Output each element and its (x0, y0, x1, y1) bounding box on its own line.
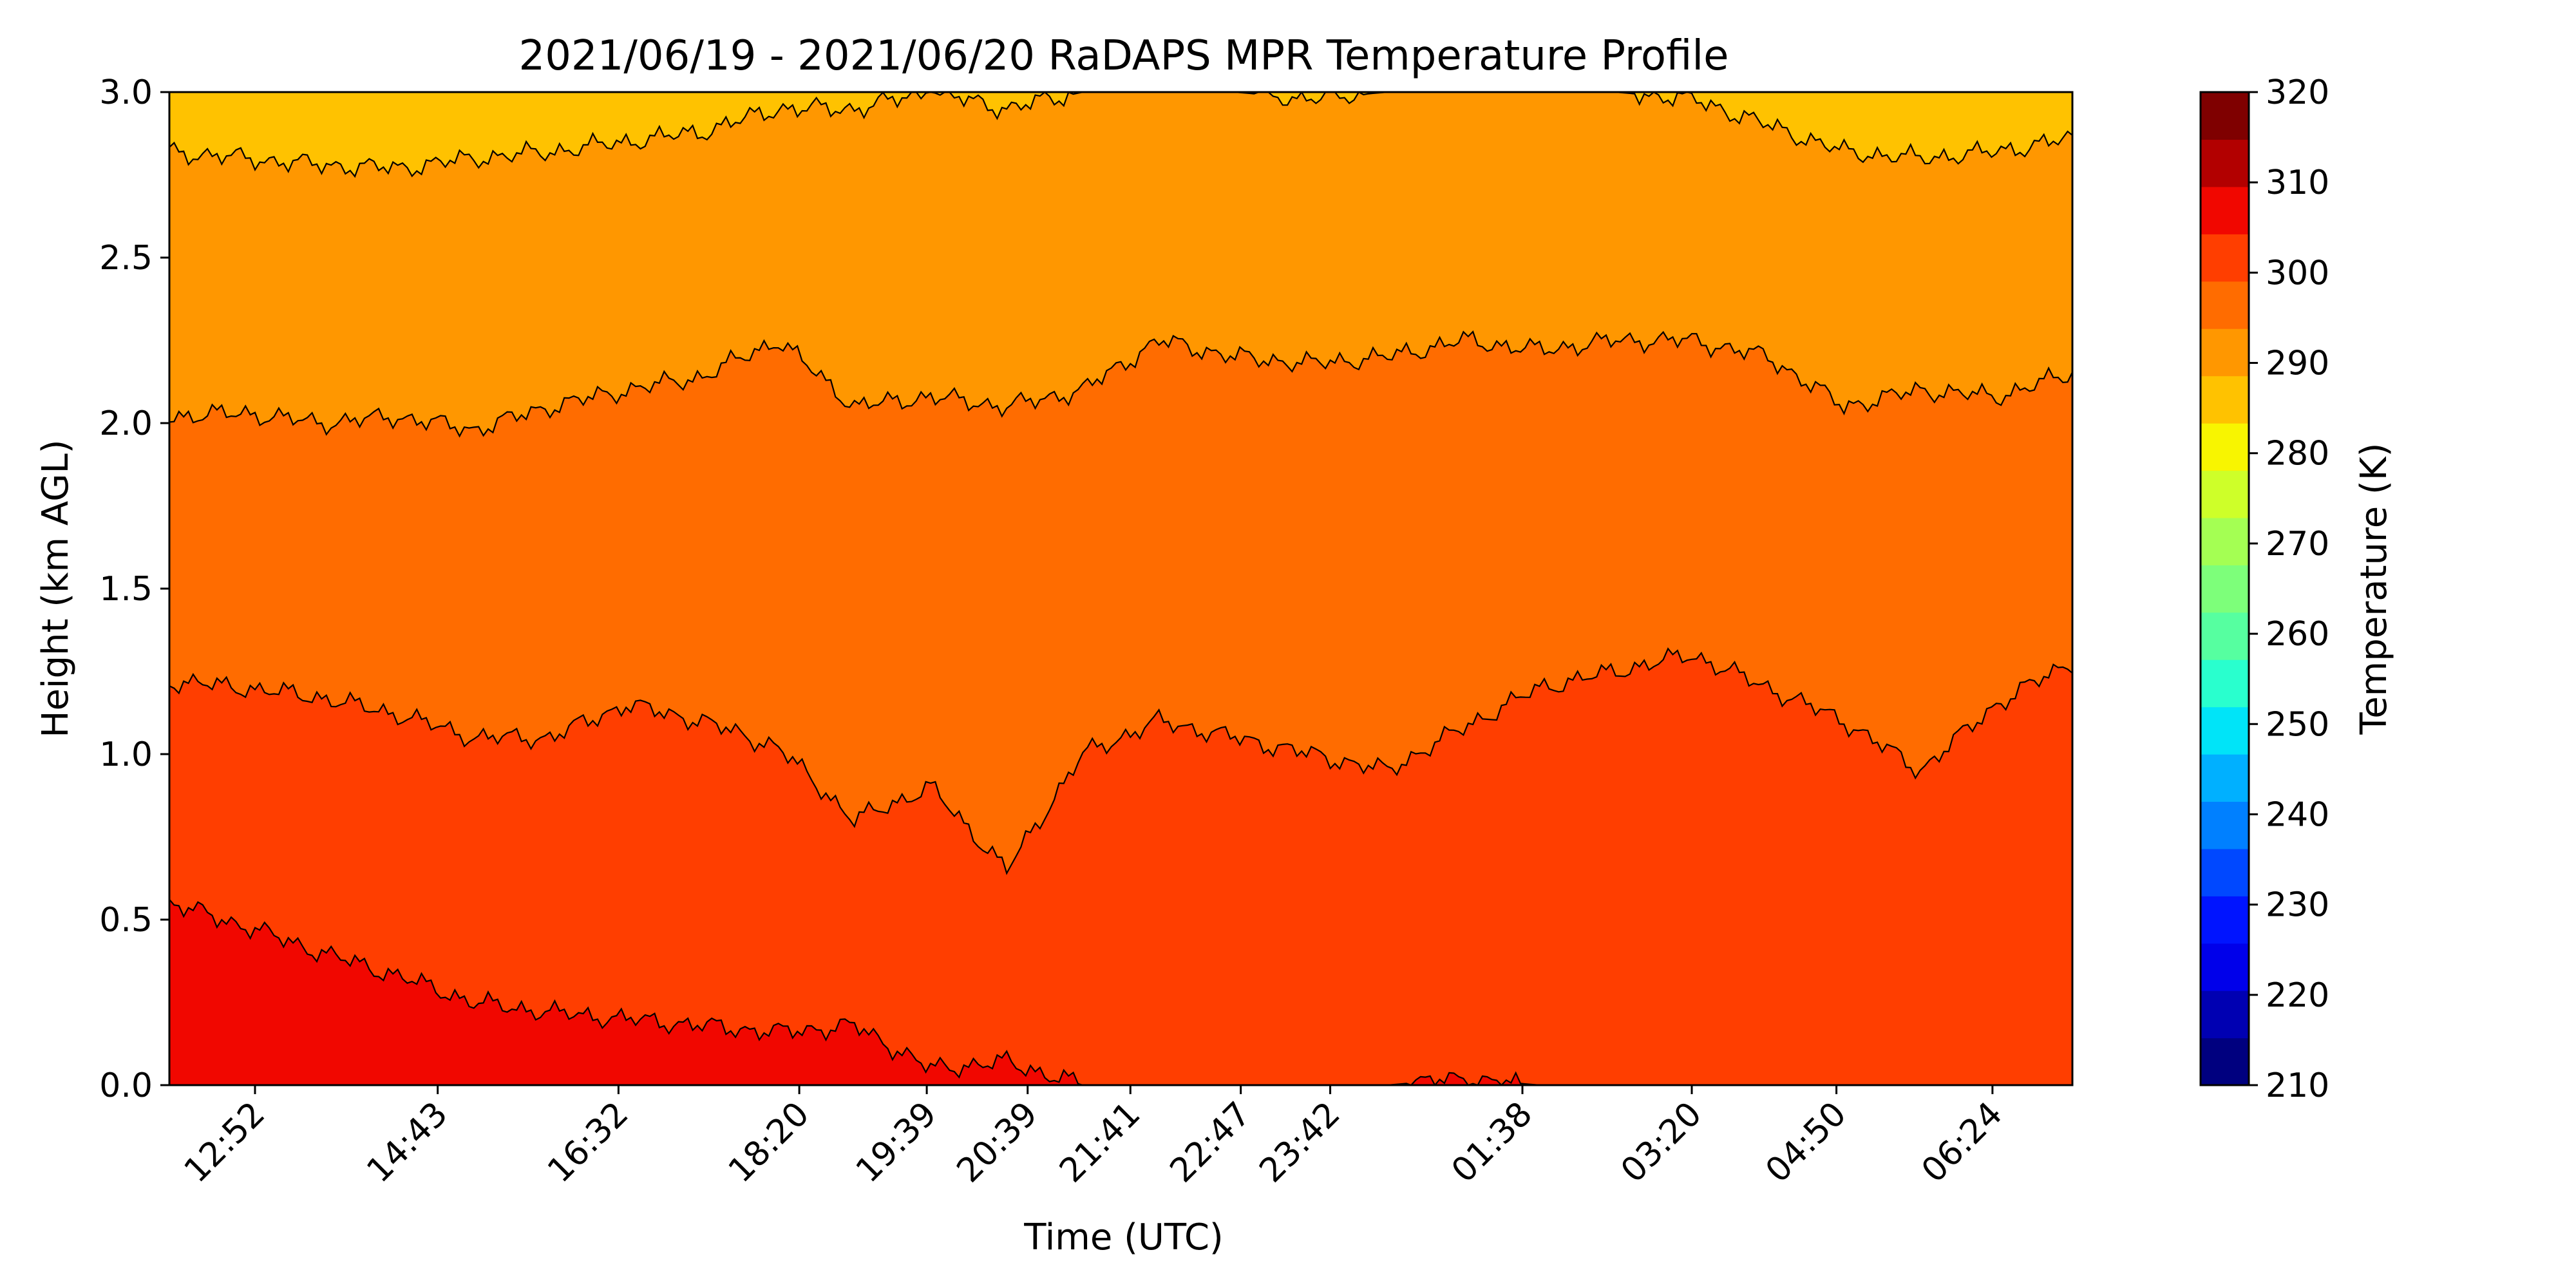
colorbar-segment (2201, 896, 2249, 944)
y-axis-label: Height (km AGL) (35, 439, 77, 737)
x-tick-label: 18:20 (721, 1095, 817, 1190)
x-tick-label: 19:39 (849, 1095, 944, 1190)
temperature-band-280K (169, 92, 2072, 176)
colorbar-segment (2201, 423, 2249, 471)
colorbar-segment (2201, 801, 2249, 849)
contour-line-295-300K (169, 898, 2072, 1085)
colorbar-tick-label: 310 (2266, 164, 2329, 202)
colorbar-tick-label: 220 (2266, 976, 2329, 1015)
y-tick-label: 1.5 (99, 570, 153, 609)
colorbar-tick-label: 210 (2266, 1066, 2329, 1105)
x-tick-label: 21:41 (1052, 1095, 1148, 1190)
x-tick-label: 14:43 (359, 1095, 455, 1190)
x-tick-label: 12:52 (177, 1095, 272, 1190)
colorbar-segment (2201, 565, 2249, 613)
colorbar-tick-label: 300 (2266, 254, 2329, 292)
colorbar-frame (2199, 91, 2250, 1086)
colorbar-tick-label: 280 (2266, 435, 2329, 473)
x-tick-label: 22:47 (1162, 1095, 1258, 1190)
colorbar: 210 220 230 240 250 260 270 280 290 300 310 320 Tem… (2199, 73, 2395, 1105)
temperature-band-300K (169, 899, 2072, 1085)
x-axis-label: Time (UTC) (1023, 1217, 1224, 1258)
y-tick-label: 0.0 (99, 1066, 153, 1105)
x-tick-label: 16:32 (540, 1095, 636, 1190)
colorbar-tick-label: 260 (2266, 615, 2329, 654)
colorbar-segment (2201, 139, 2249, 187)
colorbar-segment (2201, 517, 2249, 565)
colorbar-tick-label: 230 (2266, 886, 2329, 925)
colorbar-segment (2201, 754, 2249, 802)
colorbar-tick-label: 320 (2266, 73, 2329, 112)
x-tick-label: 23:42 (1252, 1095, 1347, 1190)
colorbar-tick-label: 290 (2266, 345, 2329, 383)
plot-area (168, 91, 2074, 1086)
x-tick-label: 04:50 (1758, 1095, 1853, 1190)
colorbar-tick-label: 250 (2266, 705, 2329, 744)
colorbar-segment (2201, 375, 2249, 424)
y-tick-label: 1.0 (99, 735, 153, 774)
x-tick-label: 20:39 (950, 1095, 1045, 1190)
colorbar-segment (2201, 848, 2249, 896)
chart-title: 2021/06/19 - 2021/06/20 RaDAPS MPR Tempe… (518, 32, 1728, 80)
colorbar-label: Temperature (K) (2353, 443, 2395, 735)
colorbar-segment (2201, 92, 2249, 140)
temperature-band-290K (169, 332, 2072, 873)
colorbar-tick-label: 270 (2266, 525, 2329, 564)
colorbar-segment (2201, 706, 2249, 755)
colorbar-segment (2201, 470, 2249, 518)
y-tick-label: 3.0 (99, 73, 153, 112)
x-tick-label: 01:38 (1444, 1095, 1540, 1190)
colorbar-segment (2201, 943, 2249, 991)
x-tick-label: 03:20 (1614, 1095, 1709, 1190)
colorbar-segment (2201, 281, 2249, 329)
colorbar-segment (2201, 328, 2249, 377)
colorbar-segment (2201, 659, 2249, 708)
colorbar-segment (2201, 612, 2249, 660)
temperature-band-295K (169, 649, 2072, 1085)
x-axis: 12:52 14:43 16:32 18:20 19:39 20:39 21:41 22:47… (177, 1085, 2010, 1190)
y-tick-label: 0.5 (99, 901, 153, 940)
colorbar-segment (2201, 990, 2249, 1039)
contour-line-290-295K (169, 647, 2072, 875)
colorbar-segment (2201, 1037, 2249, 1086)
x-tick-label: 06:24 (1915, 1095, 2010, 1190)
temperature-band-285K (169, 92, 2072, 437)
colorbar-segment (2201, 234, 2249, 282)
contour-line-285-290K (169, 330, 2072, 438)
colorbar-tick-label: 240 (2266, 795, 2329, 834)
y-axis: 0.0 0.5 1.0 1.5 2.0 2.5 3.0 (99, 73, 169, 1105)
colorbar-segment (2201, 186, 2249, 234)
contour-line-280-285K (169, 92, 2072, 178)
y-tick-label: 2.0 (99, 404, 153, 443)
y-tick-label: 2.5 (99, 239, 153, 278)
